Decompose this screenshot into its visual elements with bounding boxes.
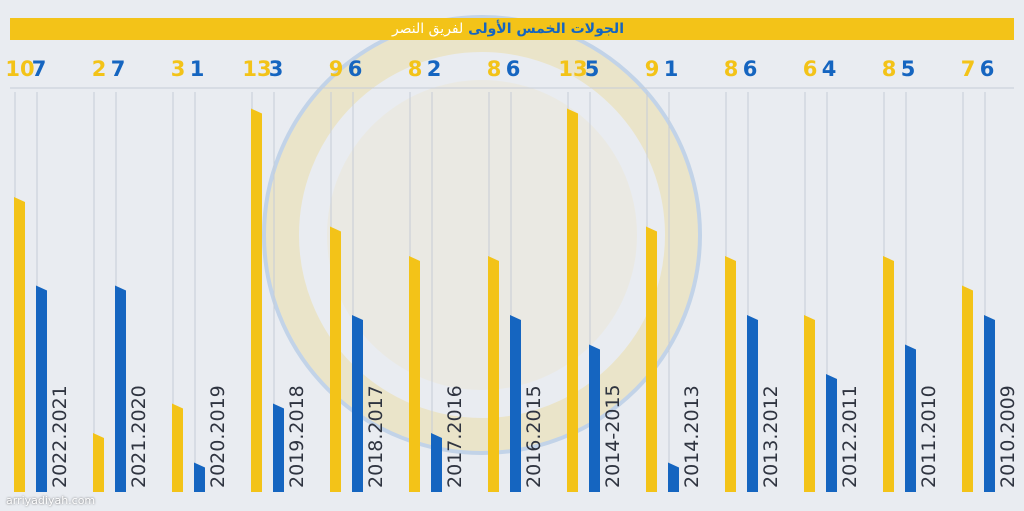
value-label-yellow: 2 bbox=[92, 57, 107, 81]
title-part-1: الجولات الخمس الأولى bbox=[468, 21, 624, 37]
season-label: 2021.2020 bbox=[128, 385, 150, 488]
bar-blue bbox=[194, 462, 205, 492]
season-label: 2020.2019 bbox=[207, 385, 229, 488]
value-label-blue: 2 bbox=[427, 57, 442, 81]
bar-blue bbox=[747, 315, 758, 492]
bar-yellow bbox=[567, 108, 578, 492]
season-label: 2011.2010 bbox=[918, 385, 940, 488]
value-label-yellow: 6 bbox=[803, 57, 818, 81]
value-label-yellow: 9 bbox=[329, 57, 344, 81]
season-label: 2010.2009 bbox=[997, 385, 1019, 488]
season-label: 2019.2018 bbox=[286, 385, 308, 488]
season-label: 2017.2016 bbox=[444, 385, 466, 488]
season-label: 2014.2013 bbox=[681, 385, 703, 488]
value-label-yellow: 8 bbox=[724, 57, 739, 81]
value-label-blue: 6 bbox=[980, 57, 995, 81]
value-label-yellow: 8 bbox=[408, 57, 423, 81]
bar-blue bbox=[431, 433, 442, 492]
title-part-2: لفريق النصر bbox=[391, 21, 464, 37]
season-label: 2022.2021 bbox=[49, 385, 71, 488]
value-label-blue: 1 bbox=[190, 57, 205, 81]
bar-blue bbox=[352, 315, 363, 492]
value-label-blue: 6 bbox=[743, 57, 758, 81]
bar-blue bbox=[273, 403, 284, 492]
value-label-yellow: 9 bbox=[645, 57, 660, 81]
value-label-yellow: 10 bbox=[5, 57, 34, 81]
value-label-blue: 5 bbox=[585, 57, 600, 81]
value-label-blue: 6 bbox=[348, 57, 363, 81]
bar-yellow bbox=[251, 108, 262, 492]
value-label-blue: 7 bbox=[32, 57, 47, 81]
season-label: 2013.2012 bbox=[760, 385, 782, 488]
bar-blue bbox=[510, 315, 521, 492]
value-label-yellow: 3 bbox=[171, 57, 186, 81]
season-label: 2012.2011 bbox=[839, 385, 861, 488]
value-label-yellow: 13 bbox=[242, 57, 271, 81]
chart-title: الجولات الخمس الأولى لفريق النصر bbox=[392, 18, 624, 40]
value-label-yellow: 13 bbox=[558, 57, 587, 81]
bar-blue bbox=[826, 374, 837, 492]
value-label-yellow: 8 bbox=[487, 57, 502, 81]
value-label-blue: 6 bbox=[506, 57, 521, 81]
bar-blue bbox=[668, 462, 679, 492]
bar-yellow bbox=[330, 226, 341, 492]
value-label-blue: 1 bbox=[664, 57, 679, 81]
bar-yellow bbox=[883, 256, 894, 492]
bar-yellow bbox=[804, 315, 815, 492]
bar-yellow bbox=[409, 256, 420, 492]
value-label-blue: 4 bbox=[822, 57, 837, 81]
bar-yellow bbox=[725, 256, 736, 492]
bar-blue bbox=[115, 285, 126, 492]
season-label: 2016.2015 bbox=[523, 385, 545, 488]
value-label-blue: 7 bbox=[111, 57, 126, 81]
bar-blue bbox=[905, 344, 916, 492]
bar-yellow bbox=[646, 226, 657, 492]
bar-blue bbox=[984, 315, 995, 492]
bar-blue bbox=[36, 285, 47, 492]
value-label-blue: 5 bbox=[901, 57, 916, 81]
season-label: 2018.2017 bbox=[365, 385, 387, 488]
title-bar bbox=[10, 18, 1014, 40]
season-label: 2014-2015 bbox=[602, 384, 624, 488]
bar-yellow bbox=[488, 256, 499, 492]
bar-yellow bbox=[172, 403, 183, 492]
value-label-blue: 3 bbox=[269, 57, 284, 81]
bar-yellow bbox=[93, 433, 104, 492]
bar-yellow bbox=[14, 197, 25, 492]
site-watermark: arriyadiyah.com bbox=[6, 494, 96, 507]
club-crest-watermark bbox=[262, 15, 702, 455]
bar-yellow bbox=[962, 285, 973, 492]
bar-blue bbox=[589, 344, 600, 492]
value-label-yellow: 7 bbox=[961, 57, 976, 81]
value-label-yellow: 8 bbox=[882, 57, 897, 81]
